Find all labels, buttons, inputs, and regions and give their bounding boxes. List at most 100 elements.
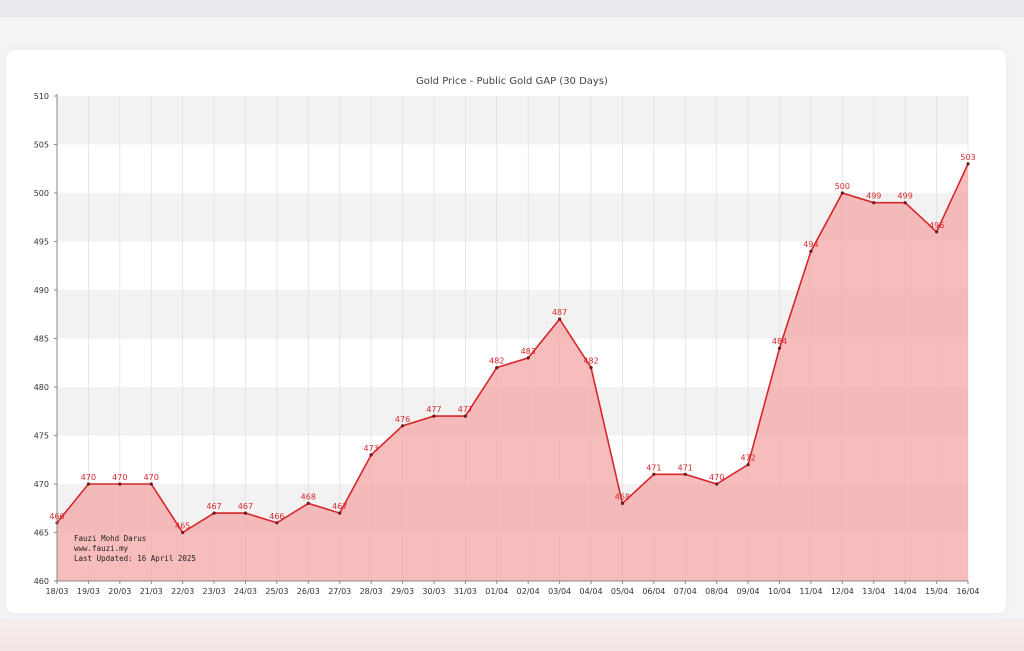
y-tick-label: 465 — [34, 529, 49, 538]
y-tick-label: 500 — [34, 189, 49, 198]
x-tick-label: 10/04 — [768, 587, 791, 596]
data-label: 468 — [301, 492, 316, 501]
x-tick-label: 19/03 — [77, 587, 100, 596]
data-label: 472 — [740, 454, 755, 463]
x-tick-label: 28/03 — [360, 587, 383, 596]
data-point — [306, 501, 310, 505]
data-label: 487 — [552, 308, 567, 317]
y-tick-label: 475 — [34, 432, 49, 441]
chart-title: Gold Price - Public Gold GAP (30 Days) — [416, 76, 608, 87]
data-label: 494 — [803, 240, 818, 249]
data-point — [652, 472, 656, 476]
data-label: 470 — [709, 473, 724, 482]
price-area — [57, 163, 968, 581]
data-point — [903, 201, 907, 205]
data-point — [683, 472, 687, 476]
data-point — [432, 414, 436, 418]
credit-updated: Last Updated: 16 April 2025 — [74, 554, 196, 563]
y-tick-label: 480 — [34, 383, 49, 392]
data-point — [840, 191, 844, 195]
data-label: 466 — [269, 512, 284, 521]
data-label: 468 — [615, 492, 630, 501]
data-point — [934, 230, 939, 234]
data-label: 470 — [112, 473, 127, 482]
x-tick-label: 30/03 — [422, 587, 445, 596]
x-tick-label: 03/04 — [548, 587, 571, 596]
data-point — [181, 530, 185, 535]
data-label: 467 — [206, 502, 221, 511]
data-label: 499 — [898, 192, 913, 201]
data-label: 467 — [332, 502, 347, 511]
plot-band — [57, 96, 968, 145]
data-point — [400, 424, 405, 428]
data-label: 476 — [395, 415, 410, 424]
x-axis-ticks: 18/03 19/03 20/03 21/03 22/03 23/03 24/03 25/03… — [45, 581, 980, 596]
credit-website: www.fauzi.my — [74, 544, 129, 553]
y-tick-label: 505 — [34, 141, 49, 150]
x-tick-label: 23/03 — [203, 587, 226, 596]
x-tick-label: 22/03 — [171, 587, 194, 596]
x-tick-label: 02/04 — [517, 587, 540, 596]
x-tick-label: 21/03 — [140, 587, 163, 596]
x-tick-label: 12/04 — [831, 587, 854, 596]
data-point — [966, 162, 970, 166]
data-point — [809, 249, 813, 253]
x-tick-label: 08/04 — [705, 587, 728, 596]
data-label: 499 — [866, 192, 881, 201]
x-tick-label: 14/04 — [894, 587, 917, 596]
y-tick-label: 495 — [34, 238, 49, 247]
credit-name: Fauzi Mohd Darus — [74, 534, 146, 543]
x-tick-label: 31/03 — [454, 587, 477, 596]
y-axis-ticks: 460 465 470 475 480 485 490 495 500 505 510 — [34, 92, 57, 586]
bottom-strip — [0, 618, 1024, 651]
data-label: 473 — [363, 444, 378, 453]
y-tick-label: 510 — [34, 92, 49, 101]
x-tick-label: 05/04 — [611, 587, 634, 596]
x-tick-label: 16/04 — [956, 587, 979, 596]
y-tick-label: 485 — [34, 335, 49, 344]
data-point — [149, 482, 153, 486]
x-tick-label: 13/04 — [862, 587, 885, 596]
price-line — [56, 163, 969, 534]
y-tick-label: 490 — [34, 286, 49, 295]
x-tick-label: 09/04 — [737, 587, 760, 596]
x-tick-label: 27/03 — [328, 587, 351, 596]
x-tick-label: 18/03 — [45, 587, 68, 596]
data-label: 477 — [426, 405, 441, 414]
data-point — [715, 482, 719, 486]
plot-band — [57, 144, 968, 193]
x-tick-label: 20/03 — [108, 587, 131, 596]
data-point — [777, 346, 782, 350]
y-tick-label: 460 — [34, 577, 49, 586]
data-label: 465 — [175, 522, 190, 531]
data-label: 482 — [583, 357, 598, 366]
data-label: 484 — [772, 337, 787, 346]
plot-band — [57, 193, 968, 242]
data-point — [558, 317, 562, 321]
top-strip — [0, 0, 1024, 17]
data-point — [620, 501, 625, 505]
y-tick-label: 470 — [34, 480, 49, 489]
x-tick-label: 11/04 — [799, 587, 822, 596]
data-label: 467 — [238, 502, 253, 511]
data-label: 500 — [835, 182, 850, 191]
data-label: 471 — [646, 463, 661, 472]
x-tick-label: 26/03 — [297, 587, 320, 596]
data-label: 503 — [960, 153, 975, 162]
x-tick-label: 07/04 — [674, 587, 697, 596]
data-point — [746, 463, 750, 467]
data-point — [872, 201, 876, 205]
x-tick-label: 15/04 — [925, 587, 948, 596]
data-label: 470 — [144, 473, 159, 482]
data-points — [55, 162, 970, 535]
x-tick-label: 06/04 — [642, 587, 665, 596]
data-point — [338, 511, 342, 515]
data-label: 470 — [81, 473, 96, 482]
x-tick-label: 24/03 — [234, 587, 257, 596]
data-point — [243, 511, 248, 515]
data-label: 483 — [521, 347, 536, 356]
data-point — [589, 366, 593, 370]
data-label: 496 — [929, 221, 944, 230]
